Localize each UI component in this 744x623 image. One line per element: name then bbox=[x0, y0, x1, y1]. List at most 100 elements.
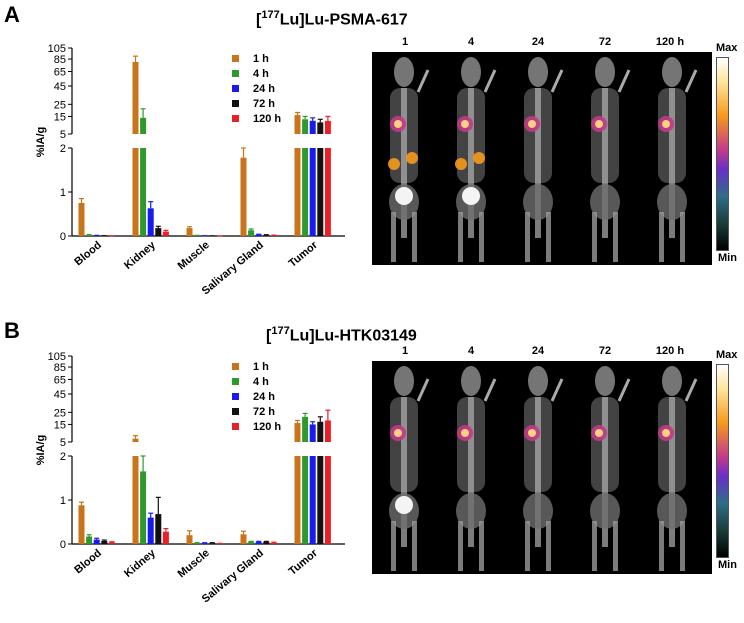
y-tick-label: 65 bbox=[54, 374, 66, 386]
bar bbox=[86, 235, 93, 236]
spect-ct-image-panel-b bbox=[372, 361, 712, 574]
mouse-image bbox=[523, 57, 564, 262]
mouse-image bbox=[523, 366, 564, 571]
legend-label: 4 h bbox=[253, 68, 269, 80]
bar bbox=[240, 157, 247, 236]
bar bbox=[162, 231, 169, 236]
leg-left bbox=[391, 212, 396, 262]
legend-label: 24 h bbox=[253, 83, 275, 95]
bar-lower-segment bbox=[294, 456, 301, 544]
title-text: Lu]Lu-PSMA-617 bbox=[279, 11, 408, 29]
leg-left bbox=[525, 212, 530, 262]
leg-right bbox=[546, 212, 551, 262]
legend-label: 120 h bbox=[253, 421, 281, 433]
mouse-image bbox=[657, 57, 698, 262]
arm bbox=[416, 378, 430, 402]
pelvis bbox=[657, 184, 687, 220]
bar-upper-segment bbox=[302, 416, 309, 442]
y-tick-label: 0 bbox=[60, 231, 66, 243]
bar-lower-segment bbox=[309, 456, 316, 544]
category-label: Tumor bbox=[287, 239, 321, 270]
timepoint-label-72: 72 bbox=[598, 36, 612, 48]
timepoint-label-120: 120 h bbox=[655, 36, 685, 48]
timepoint-label-1: 1 bbox=[401, 36, 409, 48]
leg-right bbox=[479, 521, 484, 571]
skull bbox=[595, 57, 615, 87]
legend-label: 4 h bbox=[253, 376, 269, 388]
leg-right bbox=[613, 521, 618, 571]
tumor-core bbox=[528, 429, 536, 437]
category-label: Kidney bbox=[122, 547, 158, 580]
bar-upper-segment bbox=[132, 61, 139, 134]
skull bbox=[461, 366, 481, 396]
bar-upper-segment bbox=[317, 122, 324, 134]
timepoint-label-120: 120 h bbox=[655, 345, 685, 357]
pelvis bbox=[523, 493, 553, 529]
leg-left bbox=[659, 212, 664, 262]
y-tick-label: 105 bbox=[48, 351, 66, 363]
bar-upper-segment bbox=[294, 115, 301, 134]
arm bbox=[550, 69, 564, 93]
bar bbox=[101, 540, 108, 544]
arm bbox=[483, 69, 497, 93]
y-tick-label: 5 bbox=[60, 129, 66, 141]
skull bbox=[394, 57, 414, 87]
bar-upper-segment bbox=[324, 120, 331, 134]
legend-swatch bbox=[232, 115, 239, 122]
y-tick-label: 25 bbox=[54, 407, 66, 419]
tumor-core bbox=[662, 429, 670, 437]
spine bbox=[468, 397, 474, 547]
isotope-mass: 177 bbox=[271, 325, 290, 337]
arm bbox=[617, 69, 631, 93]
y-tick-label: 15 bbox=[54, 419, 66, 431]
bar-lower-segment bbox=[140, 148, 147, 236]
category-label: Blood bbox=[72, 239, 104, 268]
category-label: Blood bbox=[72, 547, 104, 576]
colorbar-b bbox=[716, 364, 729, 558]
timepoint-label-24: 24 bbox=[531, 345, 545, 357]
mouse-image bbox=[455, 57, 497, 262]
timepoint-label-4: 4 bbox=[467, 36, 475, 48]
bar-upper-segment bbox=[140, 117, 147, 134]
tumor-core bbox=[394, 120, 402, 128]
y-tick-label: 2 bbox=[60, 143, 66, 155]
tumor-core bbox=[528, 120, 536, 128]
y-tick-label: 1 bbox=[60, 187, 66, 199]
pelvis bbox=[456, 493, 486, 529]
leg-left bbox=[659, 521, 664, 571]
panel-letter-a: A bbox=[4, 2, 20, 27]
y-tick-label: 25 bbox=[54, 99, 66, 111]
spect-ct-image-panel-a bbox=[372, 52, 712, 265]
bar bbox=[147, 208, 154, 236]
chart-title-b: [177Lu]Lu-HTK03149 bbox=[266, 325, 417, 345]
spine bbox=[401, 88, 407, 238]
bar bbox=[108, 542, 115, 544]
bar-upper-segment bbox=[132, 438, 139, 442]
legend-label: 1 h bbox=[253, 53, 269, 65]
y-tick-label: 65 bbox=[54, 66, 66, 78]
arm bbox=[617, 378, 631, 402]
spine bbox=[602, 88, 608, 238]
y-tick-label: 15 bbox=[54, 111, 66, 123]
bladder-uptake bbox=[395, 187, 413, 205]
y-tick-label: 45 bbox=[54, 81, 66, 93]
y-tick-label: 85 bbox=[54, 54, 66, 66]
bar-lower-segment bbox=[317, 456, 324, 544]
spine bbox=[669, 88, 675, 238]
spine bbox=[602, 397, 608, 547]
y-tick-label: 2 bbox=[60, 451, 66, 463]
kidney-uptake bbox=[455, 158, 467, 170]
y-tick-label: 0 bbox=[60, 539, 66, 551]
spine bbox=[401, 397, 407, 547]
spine bbox=[535, 397, 541, 547]
pelvis bbox=[657, 493, 687, 529]
skull bbox=[595, 366, 615, 396]
mouse-image bbox=[590, 366, 631, 571]
legend-label: 120 h bbox=[253, 113, 281, 125]
legend-swatch bbox=[232, 55, 239, 62]
bar-upper-segment bbox=[324, 420, 331, 442]
colorbar-max-label: Max bbox=[716, 42, 738, 54]
bar-upper-segment bbox=[309, 424, 316, 442]
y-axis-label: %IA/g bbox=[35, 435, 47, 466]
